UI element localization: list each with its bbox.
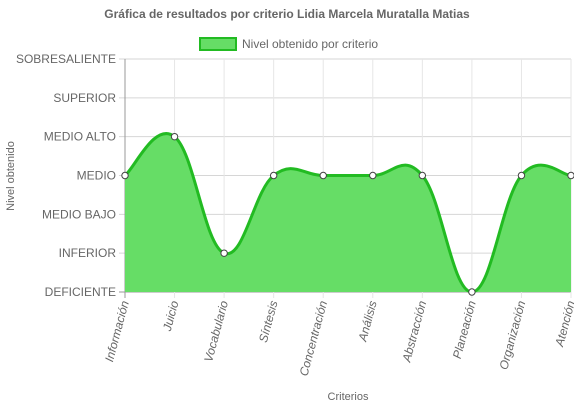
x-axis-title: Criterios [328, 391, 369, 403]
legend[interactable]: Nivel obtenido por criterio [199, 37, 378, 51]
legend-swatch [199, 37, 237, 51]
y-tick-label: MEDIO [77, 169, 116, 183]
x-tick-label: Organización [497, 299, 529, 371]
series-area [123, 132, 572, 294]
x-tick-label: Atención [552, 299, 574, 349]
x-tick-label: Concentración [297, 299, 331, 378]
y-axis-title: Nivel obtenido [5, 141, 17, 211]
series-fill [125, 133, 571, 292]
data-point-7 [468, 288, 476, 296]
data-point-1 [170, 132, 179, 141]
chart-title: Gráfica de resultados por criterio Lidia… [104, 7, 470, 21]
x-tick-label: Vocabulario [201, 299, 231, 364]
x-tick-label: Juicio [160, 299, 182, 334]
y-tick-label: MEDIO BAJO [42, 207, 116, 221]
data-point-6 [418, 171, 427, 180]
y-tick-label: MEDIO ALTO [44, 130, 116, 144]
x-tick-label: Análisis [355, 299, 379, 344]
data-points [121, 132, 574, 296]
data-point-9 [567, 171, 574, 180]
x-tick-label: Información [102, 299, 132, 363]
legend-label: Nivel obtenido por criterio [242, 37, 378, 51]
y-tick-label: SUPERIOR [53, 91, 116, 105]
series-line [123, 132, 572, 294]
data-point-2 [220, 249, 228, 257]
data-point-4 [319, 171, 327, 180]
x-axis-ticks: Información Juicio Vocabulario Síntesis Conc… [102, 299, 574, 378]
y-tick-label: INFERIOR [59, 246, 117, 260]
x-tick-label: Síntesis [256, 299, 281, 344]
data-point-8 [517, 171, 526, 180]
data-point-5 [369, 171, 377, 180]
y-tick-label: DEFICIENTE [45, 285, 116, 299]
y-tick-label: SOBRESALIENTE [16, 52, 116, 66]
y-axis-ticks: DEFICIENTE INFERIOR MEDIO BAJO MEDIO MEDIO A… [16, 52, 116, 299]
x-tick-label: Abstracción [399, 299, 429, 364]
data-point-3 [269, 171, 278, 180]
x-tick-label: Planeación [450, 299, 479, 360]
data-point-0 [121, 171, 129, 180]
